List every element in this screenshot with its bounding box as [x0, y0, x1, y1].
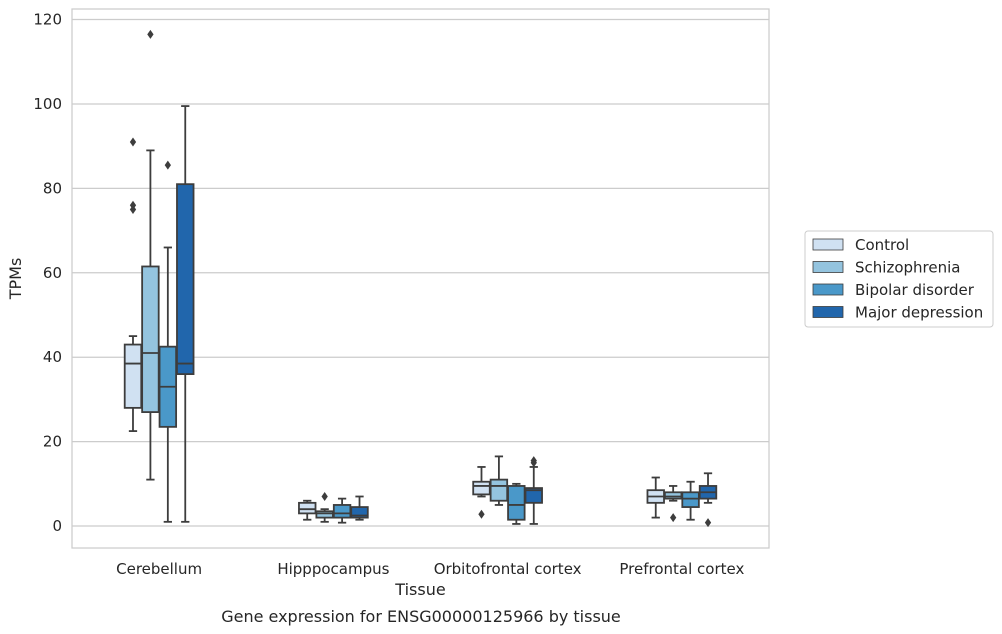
- box-body: [332, 504, 352, 519]
- box-body: [176, 183, 195, 376]
- legend-swatch: [812, 238, 844, 251]
- legend-label: Schizophrenia: [855, 259, 960, 277]
- outlier-point: [704, 518, 712, 528]
- box-1-0: [298, 499, 317, 521]
- box-1-1: [315, 492, 334, 523]
- y-tick-label: 0: [52, 517, 62, 535]
- legend: Control Schizophrenia Bipolar disorder Majo…: [804, 230, 994, 328]
- legend-label: Major depression: [855, 304, 983, 322]
- box-body: [123, 343, 143, 409]
- box-3-1: [663, 485, 683, 523]
- y-axis-label: TPMs: [6, 258, 25, 301]
- outlier-point: [321, 492, 328, 502]
- legend-swatch: [812, 306, 844, 318]
- x-tick-label: Prefrontal cortex: [619, 560, 744, 578]
- legend-label: Control: [855, 236, 909, 254]
- y-tick-label: 80: [43, 179, 62, 197]
- legend-swatch: [812, 283, 844, 296]
- box-body: [489, 478, 509, 502]
- x-tick-labels: Cerebellum Hipppocampus Orbitofrontal cort…: [116, 560, 744, 578]
- box-3-0: [646, 476, 665, 519]
- box-body: [298, 501, 317, 515]
- y-tick-label: 100: [33, 95, 62, 113]
- box-body: [472, 480, 491, 496]
- box-3-2: [681, 480, 700, 521]
- y-tick-label: 40: [43, 348, 62, 366]
- box-body: [507, 485, 526, 521]
- box-1-2: [332, 497, 352, 524]
- box-body: [524, 487, 543, 504]
- legend-label: Bipolar disorder: [855, 281, 975, 299]
- box-0-3: [176, 105, 195, 523]
- legend-frame: [804, 230, 994, 328]
- box-0-2: [158, 160, 178, 523]
- outlier-point: [164, 160, 171, 170]
- box-2-0: [472, 466, 491, 519]
- box-layer: [123, 29, 718, 528]
- y-tick-label: 60: [43, 264, 62, 282]
- y-tick-label: 120: [33, 11, 62, 29]
- box-1-3: [350, 495, 369, 521]
- x-tick-label: Orbitofrontal cortex: [434, 560, 582, 578]
- box-body: [315, 510, 334, 519]
- box-2-1: [489, 455, 509, 506]
- box-body: [681, 491, 700, 508]
- legend-swatch: [812, 261, 844, 273]
- box-2-2: [507, 482, 526, 525]
- y-tick-label: 20: [43, 433, 62, 451]
- box-0-0: [123, 137, 143, 432]
- outlier-point: [478, 509, 485, 519]
- outlier-point: [670, 513, 677, 523]
- box-3-3: [698, 472, 718, 528]
- box-0-1: [141, 29, 160, 481]
- outlier-point: [129, 200, 137, 210]
- box-body: [141, 265, 160, 413]
- x-tick-label: Cerebellum: [116, 560, 202, 578]
- chart-caption: Gene expression for ENSG00000125966 by t…: [221, 607, 621, 626]
- outlier-point: [530, 456, 537, 466]
- box-body: [350, 506, 369, 519]
- outlier-point: [129, 137, 137, 147]
- outlier-point: [147, 29, 154, 39]
- x-axis-label: Tissue: [394, 580, 445, 599]
- y-tick-labels: 0 20 40 60 80 100 120: [33, 11, 62, 535]
- box-body: [663, 491, 683, 500]
- box-2-3: [524, 456, 543, 525]
- x-tick-label: Hipppocampus: [277, 560, 389, 578]
- plot-frame: [71, 8, 770, 549]
